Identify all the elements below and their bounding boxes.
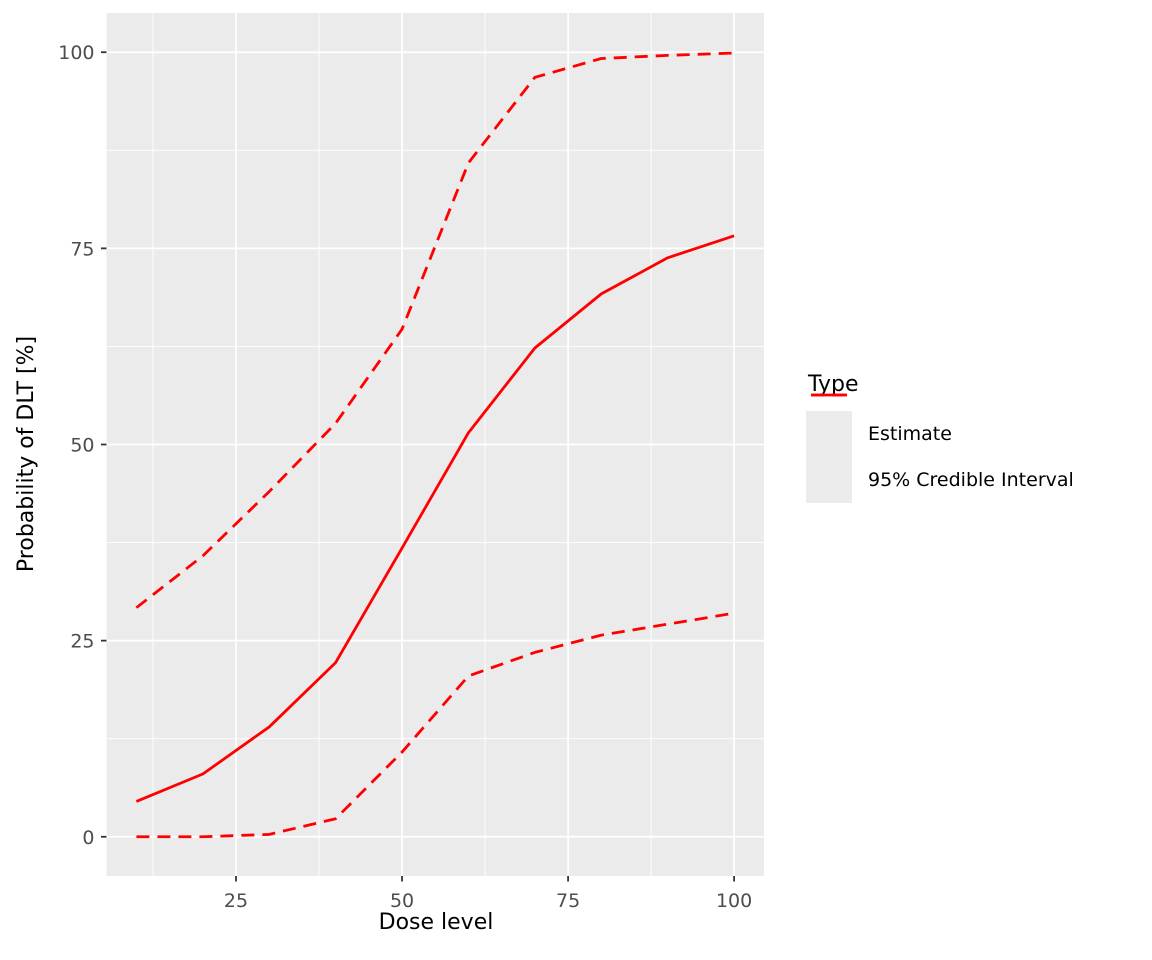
legend-label-estimate: Estimate [868, 423, 952, 445]
dashed-line-icon [811, 393, 847, 397]
x-tick-label: 25 [224, 890, 248, 912]
credible-interval-key-swatch [806, 393, 852, 503]
legend-title: Type [808, 372, 859, 397]
x-tick-label: 75 [556, 890, 580, 912]
x-tick-label: 100 [716, 890, 752, 912]
y-axis-title: Probability of DLT [%] [14, 335, 39, 573]
y-tick-label: 0 [82, 827, 94, 849]
y-tick-label: 25 [70, 631, 94, 653]
y-tick-label: 50 [70, 435, 94, 457]
legend-item-estimate: Estimate [806, 393, 1074, 457]
x-tick-label: 50 [390, 890, 414, 912]
series-line-2-dashed [136, 611, 735, 839]
series-line-0-solid [135, 234, 735, 803]
y-tick-label: 100 [58, 42, 94, 64]
legend: Type Estimate 95% Credible Interval [806, 372, 1074, 503]
series-line-1-dashed [135, 51, 735, 609]
legend-label-credible-interval: 95% Credible Interval [868, 469, 1074, 491]
y-tick-label: 75 [70, 238, 94, 260]
x-axis-title: Dose level [378, 910, 494, 935]
legend-item-credible-interval: 95% Credible Interval [806, 393, 1074, 503]
